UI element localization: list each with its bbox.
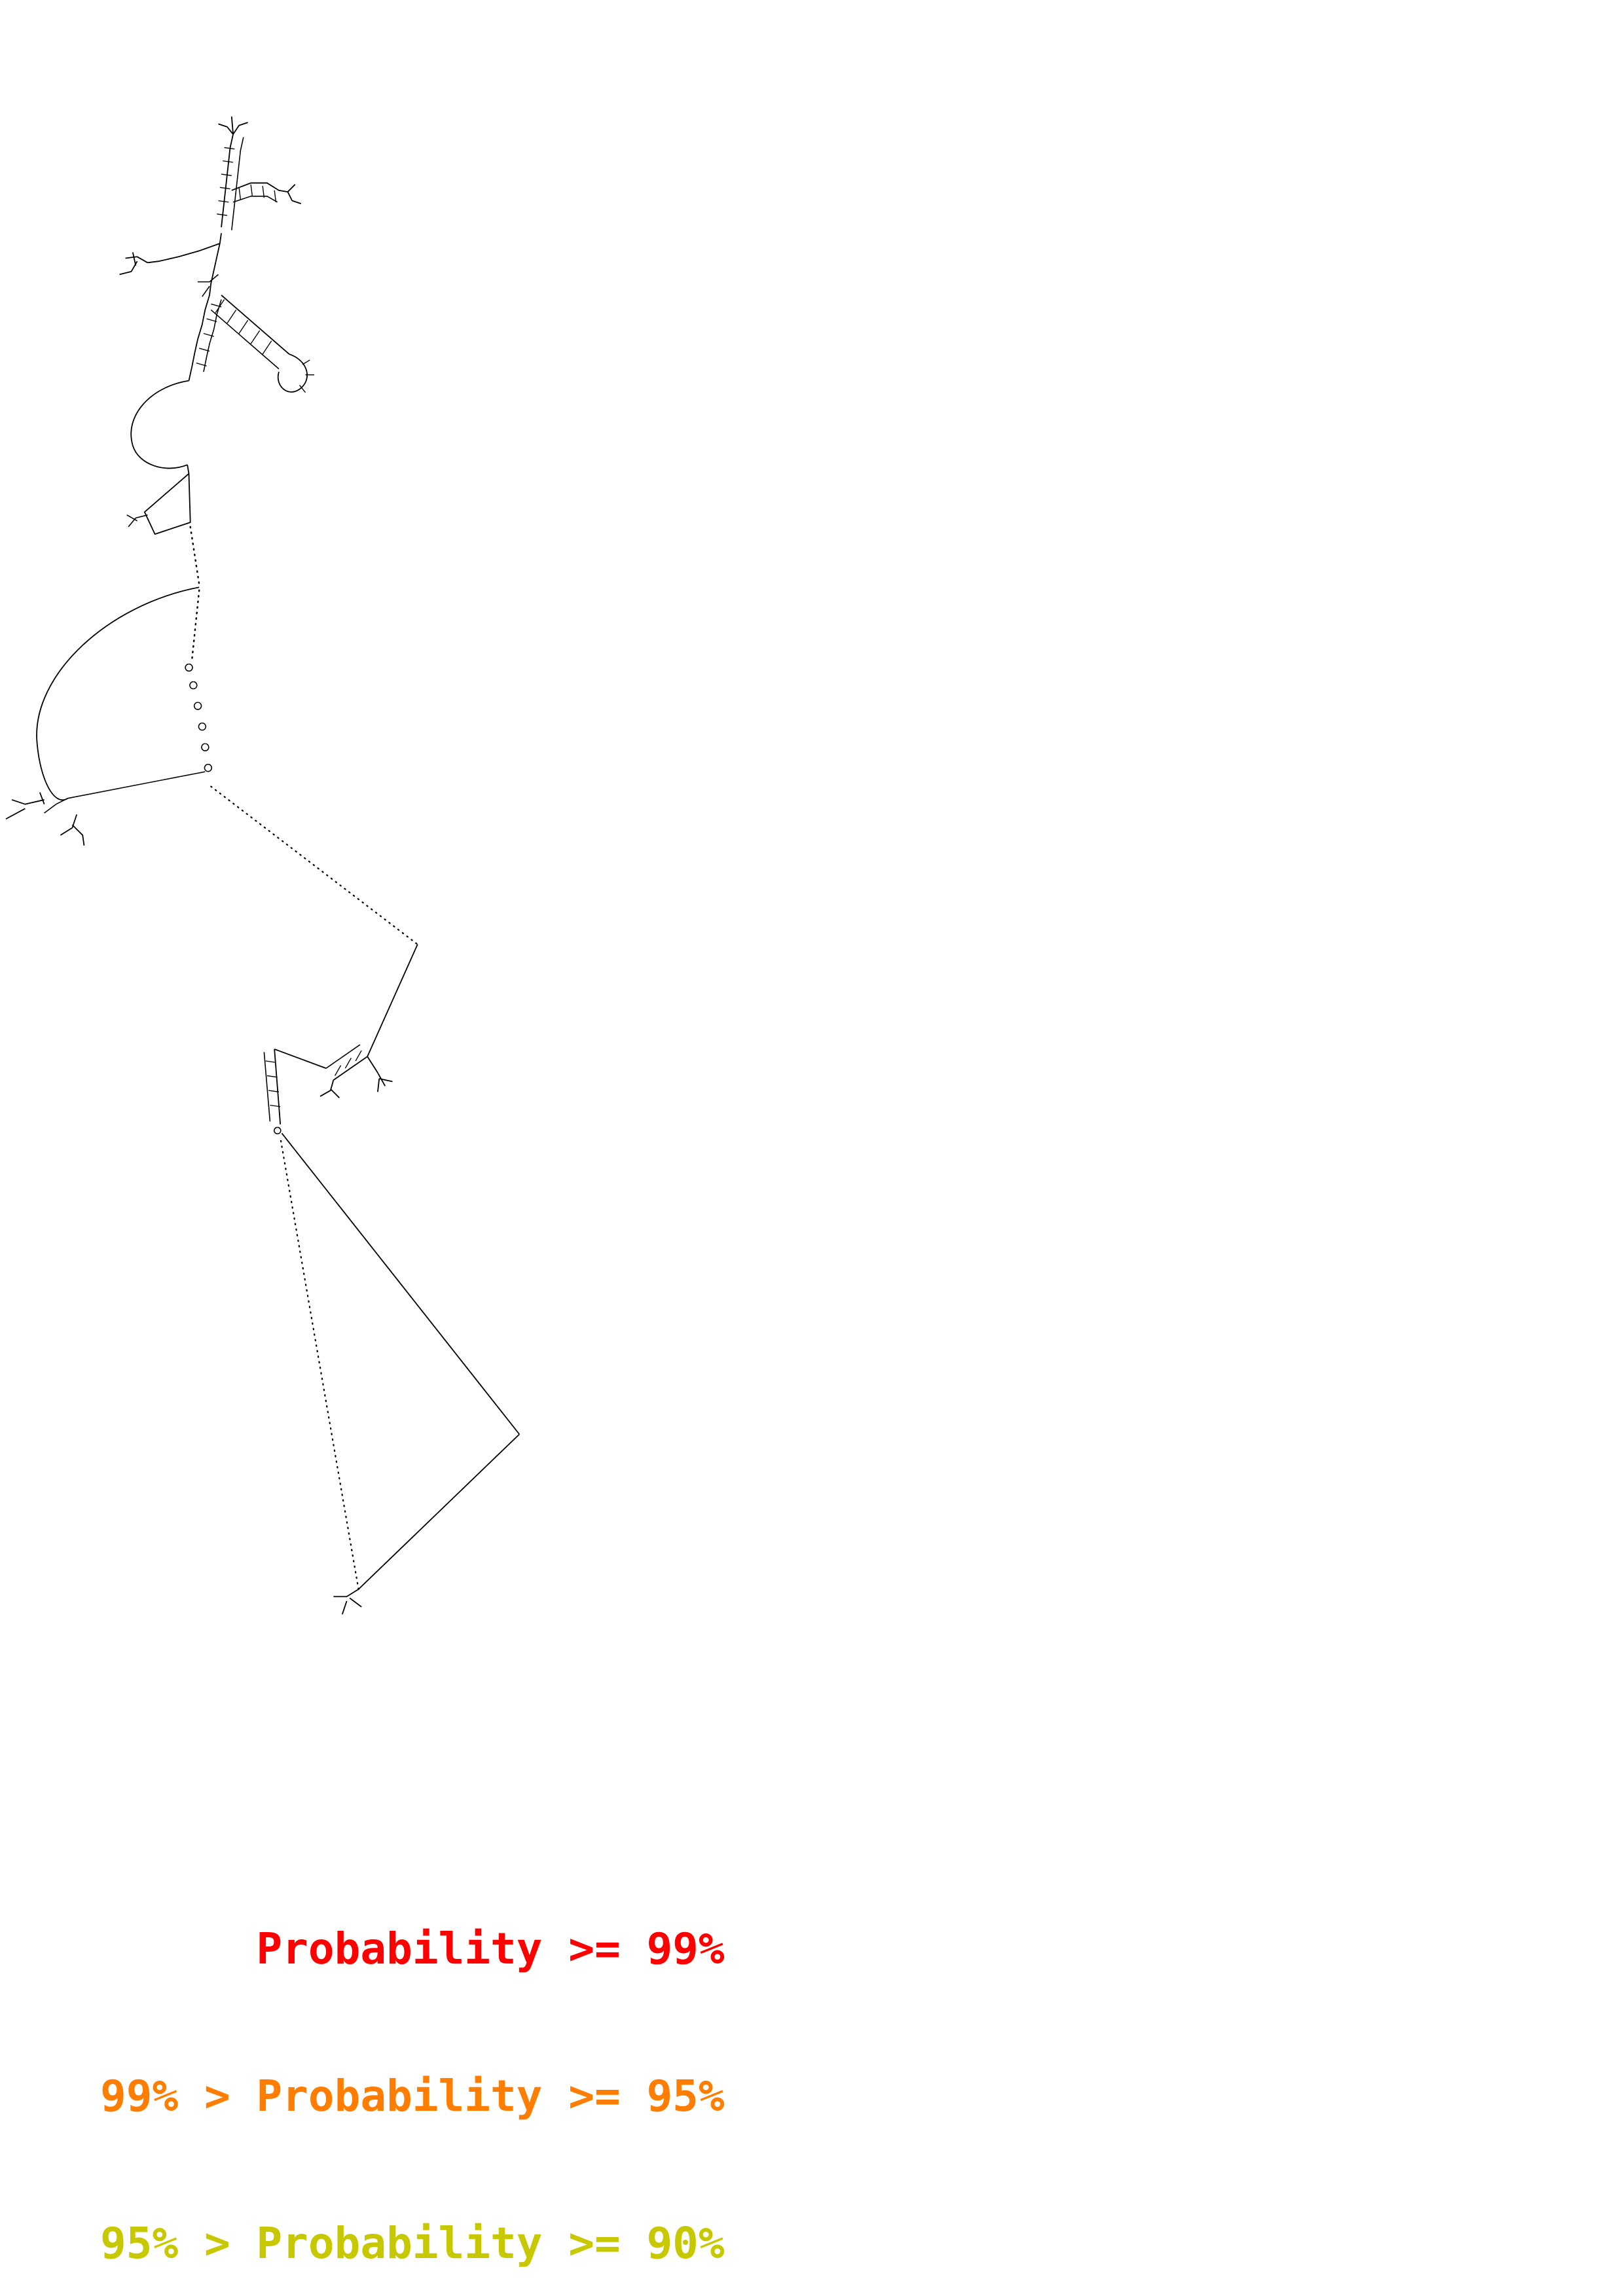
probability-legend: Probability >= 99% 99% > Probability >= … (100, 1826, 725, 2296)
legend-entry: 99% > Probability >= 95% (100, 2071, 725, 2121)
legend-entry: Probability >= 99% (100, 1924, 725, 1974)
structure-paths (5, 117, 520, 1615)
legend-entry: 95% > Probability >= 90% (100, 2218, 725, 2269)
